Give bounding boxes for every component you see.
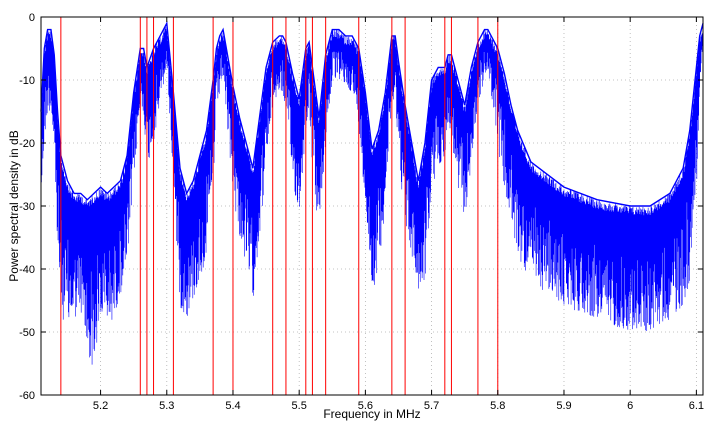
- y-tick-label: -50: [19, 327, 35, 339]
- y-tick-label: 0: [29, 12, 35, 24]
- y-tick-label: -20: [19, 138, 35, 150]
- x-tick-label: 5.8: [490, 400, 505, 412]
- x-tick-label: 5.6: [358, 400, 373, 412]
- x-tick-label: 5.7: [424, 400, 439, 412]
- x-tick-label: 6: [627, 400, 633, 412]
- x-tick-label: 5.5: [292, 400, 307, 412]
- y-tick-label: -30: [19, 201, 35, 213]
- y-tick-label: -10: [19, 75, 35, 87]
- x-tick-label: 5.3: [159, 400, 174, 412]
- x-tick-label: 6.1: [689, 400, 704, 412]
- y-tick-label: -40: [19, 264, 35, 276]
- y-axis-label: Power spectral density in dB: [7, 130, 21, 281]
- x-tick-label: 5.4: [225, 400, 240, 412]
- x-tick-label: 5.2: [93, 400, 108, 412]
- vertical-markers: [60, 17, 499, 395]
- axis-ticks: 5.2 5.3 5.4 5.5 5.6 5.7 5.8 5.9 6 6.1 0 -10 -20 -30 -4…: [19, 12, 704, 412]
- x-axis-label: Frequency in MHz: [323, 407, 420, 421]
- y-tick-label: -60: [19, 390, 35, 402]
- x-tick-label: 5.9: [556, 400, 571, 412]
